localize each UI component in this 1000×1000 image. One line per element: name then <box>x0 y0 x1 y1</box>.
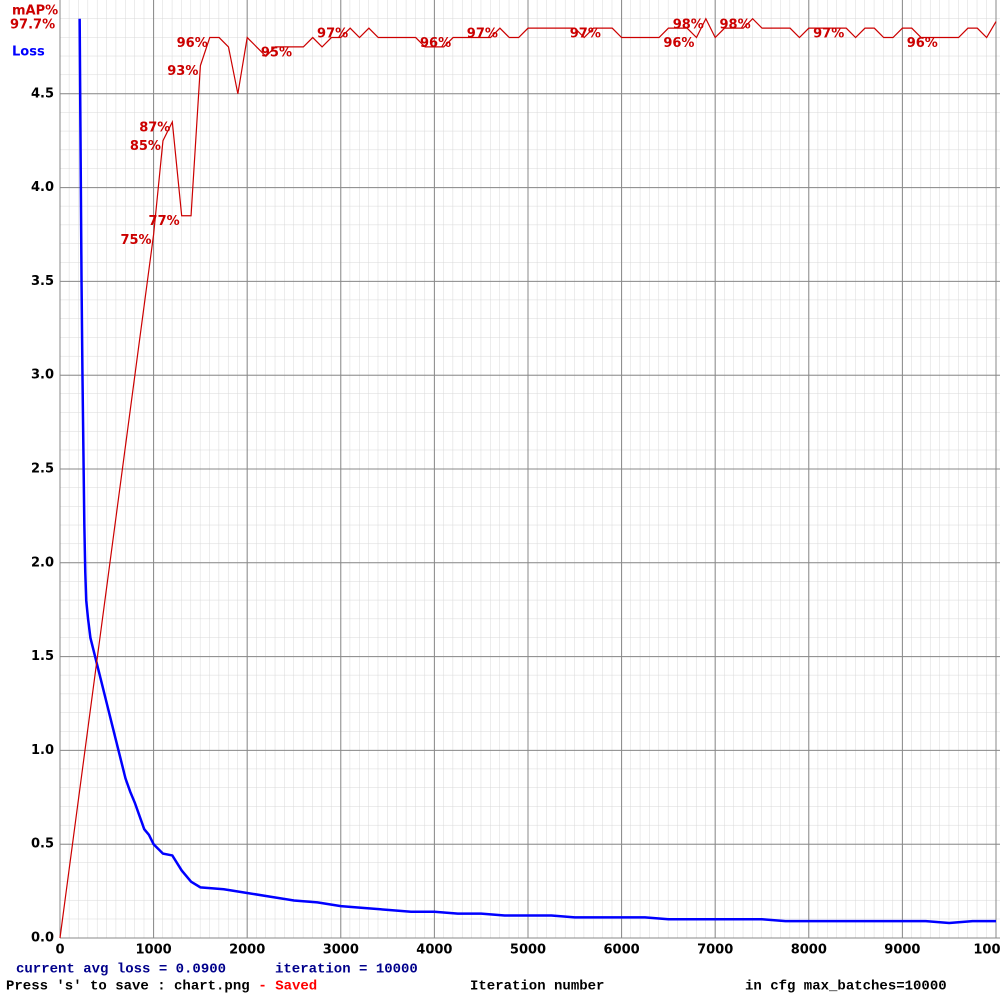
y-tick-label: 4.5 <box>31 86 54 101</box>
y-tick-label: 1.0 <box>31 743 54 758</box>
max-batches: in cfg max_batches=10000 <box>745 979 947 995</box>
data-label: 98% <box>720 17 751 32</box>
save-state: - Saved <box>250 979 317 995</box>
legend-map: mAP% <box>12 4 58 19</box>
y-tick-label: 2.0 <box>31 555 54 570</box>
data-label: 96% <box>663 36 694 51</box>
current-map: 97.7% <box>10 18 55 33</box>
data-label: 97% <box>467 27 498 42</box>
data-label: 93% <box>167 64 198 79</box>
data-label: 97% <box>317 27 348 42</box>
x-tick-label: 2000 <box>229 943 265 958</box>
x-tick-label: 1000 <box>136 943 172 958</box>
series-line <box>78 18 996 925</box>
status-loss: current avg loss = 0.0900 <box>16 962 226 978</box>
x-tick-label: 9000 <box>884 943 920 958</box>
y-tick-label: 0.5 <box>31 837 54 852</box>
status-iteration: iteration = 10000 <box>275 962 418 978</box>
x-tick-label: 0 <box>55 943 64 958</box>
data-label: 85% <box>130 139 161 154</box>
y-tick-label: 4.0 <box>31 180 54 195</box>
x-tick-label: 6000 <box>604 943 640 958</box>
save-hint: Press 's' to save : chart.png <box>6 979 250 995</box>
x-tick-label: 5000 <box>510 943 546 958</box>
data-label: 96% <box>907 36 938 51</box>
data-label: 95% <box>261 45 292 60</box>
x-tick-label: 7000 <box>697 943 733 958</box>
data-label: 96% <box>177 36 208 51</box>
data-label: 97% <box>813 27 844 42</box>
x-tick-label: 3000 <box>323 943 359 958</box>
data-label: 96% <box>420 36 451 51</box>
y-tick-label: 1.5 <box>31 649 54 664</box>
x-axis-label: Iteration number <box>470 979 604 995</box>
series-line <box>59 17 997 939</box>
y-tick-label: 3.5 <box>31 274 54 289</box>
y-tick-label: 0.0 <box>31 931 54 946</box>
data-label: 77% <box>149 214 180 229</box>
y-tick-label: 3.0 <box>31 368 54 383</box>
y-tick-label: 2.5 <box>31 462 54 477</box>
legend-loss: Loss <box>12 45 45 60</box>
data-label: 75% <box>120 233 151 248</box>
x-tick-label: 10000 <box>973 943 1000 958</box>
data-label: 98% <box>673 17 704 32</box>
data-label: 87% <box>139 120 170 135</box>
x-tick-label: 4000 <box>416 943 452 958</box>
x-tick-label: 8000 <box>791 943 827 958</box>
data-label: 97% <box>570 27 601 42</box>
